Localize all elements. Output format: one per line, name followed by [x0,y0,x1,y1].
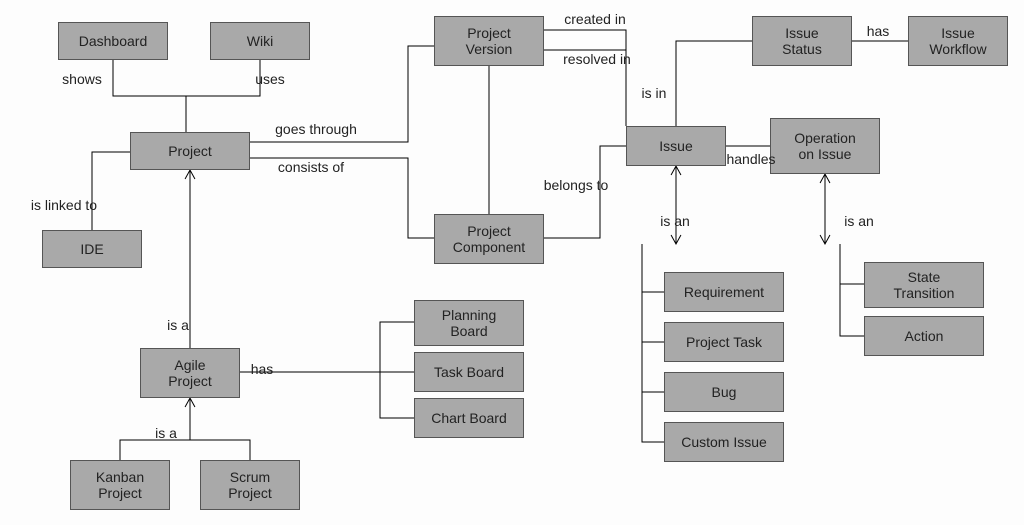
node-custom_issue: Custom Issue [664,422,784,462]
edge-label: uses [248,72,292,87]
edge-label: is an [834,214,884,229]
node-requirement: Requirement [664,272,784,312]
node-kanban_project: Kanban Project [70,460,170,510]
node-bug: Bug [664,372,784,412]
node-issue_status: Issue Status [752,16,852,66]
node-project_task: Project Task [664,322,784,362]
edge-label: is an [650,214,700,229]
node-issue: Issue [626,126,726,166]
node-dashboard: Dashboard [58,22,168,60]
node-state_transition: State Transition [864,262,984,308]
edge-label: has [244,362,280,377]
node-agile_project: Agile Project [140,348,240,398]
node-action: Action [864,316,984,356]
edge-label: belongs to [530,178,622,193]
edge-label: shows [54,72,110,87]
edge-label: is a [146,426,186,441]
node-scrum_project: Scrum Project [200,460,300,510]
edge-label: consists of [256,160,366,175]
node-ide: IDE [42,230,142,268]
node-chart_board: Chart Board [414,398,524,438]
node-task_board: Task Board [414,352,524,392]
edge-label: is in [630,86,678,101]
node-project: Project [130,132,250,170]
node-project_version: Project Version [434,16,544,66]
edge-label: handles [718,152,784,167]
node-wiki: Wiki [210,22,310,60]
edge-label: has [858,24,898,39]
node-operation_issue: Operation on Issue [770,118,880,174]
node-issue_workflow: Issue Workflow [908,16,1008,66]
edge-label: created in [550,12,640,27]
node-project_component: Project Component [434,214,544,264]
edge-label: goes through [256,122,376,137]
edge-label: is a [158,318,198,333]
node-planning_board: Planning Board [414,300,524,346]
edge-label: resolved in [548,52,646,67]
edge-label: is linked to [16,198,112,213]
